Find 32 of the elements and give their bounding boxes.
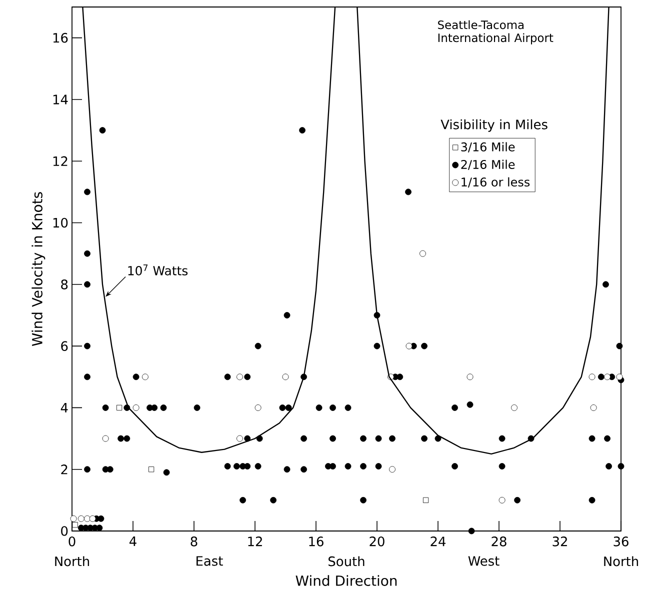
legend-title: Visibility in Miles <box>440 119 548 132</box>
x-tick-label: 0 <box>68 536 76 546</box>
text: East <box>196 556 223 566</box>
y-tick-label: 12 <box>53 156 68 166</box>
x-tick-label: 24 <box>430 536 446 546</box>
x-tick-label: 32 <box>552 536 567 546</box>
x-tick-label: 28 <box>492 536 506 546</box>
y-tick-label: 4 <box>60 402 68 412</box>
y-tick-label: 14 <box>53 94 68 104</box>
x-axis-title: Wind Direction <box>296 575 397 586</box>
x-tick-label: 4 <box>130 536 136 546</box>
y-tick-label: 6 <box>61 341 68 351</box>
x-tick-label: 12 <box>248 536 262 546</box>
text: Seattle-Tacoma International Airport <box>438 20 554 44</box>
x-tick-label: 36 <box>614 536 628 546</box>
legend-label: 3/16 Mile <box>461 142 515 152</box>
y-tick-label: 2 <box>61 464 68 474</box>
x-tick-label: 8 <box>190 536 198 546</box>
y-tick-label: 10 <box>53 218 68 228</box>
legend-label: 2/16 Mile <box>461 160 515 170</box>
y-tick-label: 0 <box>61 526 68 536</box>
text: North <box>604 556 638 566</box>
y-axis-title: Wind Velocity in Knots <box>32 192 46 346</box>
text: South <box>328 556 364 566</box>
annotation: 10$^{7}$ Watts <box>128 264 188 276</box>
x-tick-label: 20 <box>370 536 384 546</box>
y-tick-label: 16 <box>53 32 68 43</box>
text: West <box>468 556 500 566</box>
y-tick-label: 8 <box>61 280 68 290</box>
x-tick-label: 16 <box>309 536 324 546</box>
text: North <box>55 556 90 566</box>
legend-label: 1/16 or less <box>462 177 530 188</box>
